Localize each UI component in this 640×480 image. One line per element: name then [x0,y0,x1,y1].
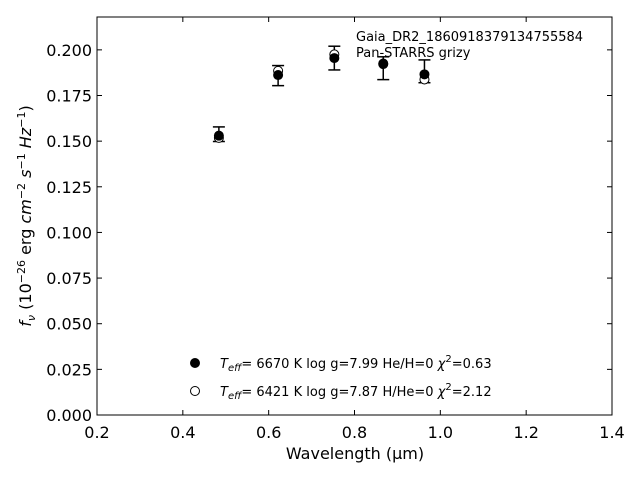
x-tick-label: 1.4 [599,423,624,442]
y-axis-label: fν (10−26 erg cm−2 s−1 Hz−1) [15,105,38,326]
x-tick-label: 1.0 [428,423,453,442]
filled-marker-point [273,70,284,81]
y-tick-label: 0.025 [46,360,92,379]
x-tick-label: 0.4 [170,423,195,442]
chart-marks [212,45,431,143]
object-name-annotation: Gaia_DR2_1860918379134755584 [356,30,583,45]
x-axis-label: Wavelength (μm) [286,444,424,463]
filled-marker-point [419,69,430,80]
legend-marker-filled [190,358,200,368]
y-tick-label: 0.000 [46,406,92,425]
filled-marker-point [213,130,224,141]
y-axis-ticks: 0.000 0.025 0.050 0.075 0.100 0.125 0.150 0.175… [46,41,612,425]
legend-entry-filled: Teff= 6670 K log g=7.99 He/H=0 χ2=0.63 [220,354,492,374]
legend: Teff= 6670 K log g=7.99 He/H=0 χ2=0.63 T… [190,354,492,402]
y-tick-label: 0.075 [46,269,92,288]
x-tick-label: 1.2 [513,423,538,442]
filled-marker-point [378,59,389,70]
y-tick-label: 0.100 [46,223,92,242]
x-tick-label: 0.6 [256,423,281,442]
x-axis-ticks: 0.2 0.4 0.6 0.8 1.0 1.2 1.4 [84,17,625,442]
y-tick-label: 0.125 [46,178,92,197]
y-tick-label: 0.200 [46,41,92,60]
x-tick-label: 0.2 [84,423,109,442]
survey-annotation: Pan-STARRS grizy [356,46,471,61]
legend-entry-open: Teff= 6421 K log g=7.87 H/He=0 χ2=2.12 [220,382,492,402]
legend-marker-open [190,386,200,396]
plot-frame [96,16,613,416]
x-tick-label: 0.8 [342,423,367,442]
y-tick-label: 0.175 [46,87,92,106]
y-tick-label: 0.150 [46,132,92,151]
y-tick-label: 0.050 [46,315,92,334]
filled-marker-point [329,53,340,64]
